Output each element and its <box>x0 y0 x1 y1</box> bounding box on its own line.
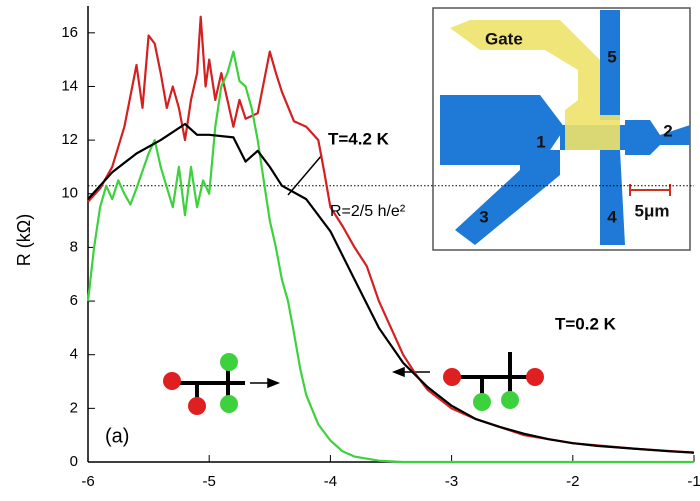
y-tick-label: 10 <box>61 185 78 202</box>
x-tick-label: -5 <box>203 473 216 490</box>
annotation: (a) <box>105 425 129 447</box>
icon-dots <box>163 353 544 415</box>
x-tick-label: -6 <box>81 473 94 490</box>
y-tick-label: 4 <box>70 346 78 363</box>
series-line <box>87 15 695 454</box>
x-tick-label: -4 <box>324 473 337 490</box>
series-line <box>87 122 695 454</box>
inset-label: 4 <box>607 207 617 226</box>
x-tick-label: -3 <box>445 473 458 490</box>
y-tick-label: 6 <box>70 292 78 309</box>
inset-label: Gate <box>485 29 523 48</box>
inset-label: 3 <box>479 207 488 226</box>
x-tick-label: -2 <box>566 473 579 490</box>
inset-label: 1 <box>536 132 545 151</box>
annotation: T=4.2 K <box>328 129 390 148</box>
y-tick-label: 16 <box>61 24 78 41</box>
arrows <box>250 154 430 389</box>
series-line <box>86 50 694 464</box>
inset <box>432 7 691 251</box>
y-tick-label: 8 <box>70 238 78 255</box>
annotation: T=0.2 K <box>555 314 617 333</box>
y-tick-label: 0 <box>70 453 78 470</box>
inset-label: 5 <box>607 47 616 66</box>
y-axis-label: R (kΩ) <box>14 214 34 266</box>
inset-label: 5μm <box>635 201 670 220</box>
annotation: R=2/5 h/e² <box>330 203 406 220</box>
y-tick-label: 2 <box>70 399 78 416</box>
inset-label: 2 <box>663 121 672 140</box>
x-tick-label: -1 <box>687 473 700 490</box>
y-tick-label: 14 <box>61 77 78 94</box>
y-tick-label: 12 <box>61 131 78 148</box>
